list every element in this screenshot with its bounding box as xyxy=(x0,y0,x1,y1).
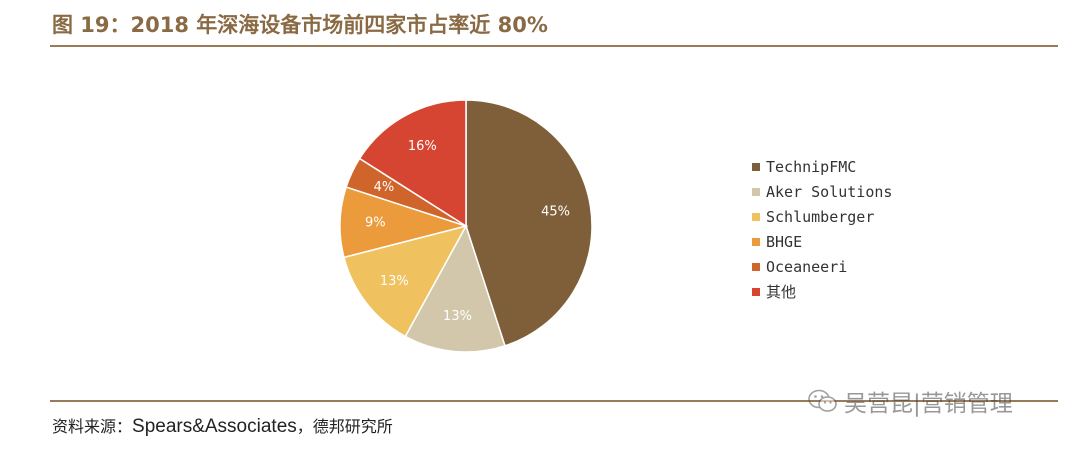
top-divider xyxy=(50,45,1058,47)
source-prefix: 资料来源： xyxy=(52,417,133,436)
source-suffix: ，德邦研究所 xyxy=(296,417,393,436)
watermark-text: 吴营昆|营销管理 xyxy=(844,391,1013,417)
pie-slice-0 xyxy=(465,99,593,347)
slice-label-1: 13% xyxy=(443,309,472,324)
legend-item-0: TechnipFMC xyxy=(752,154,892,179)
legend-label-5: 其他 xyxy=(766,283,797,301)
slice-label-5: 16% xyxy=(408,139,437,154)
legend-item-3: BHGE xyxy=(752,229,892,254)
legend-item-2: Schlumberger xyxy=(752,204,892,229)
pie-slice-1 xyxy=(404,224,506,353)
bottom-divider xyxy=(50,400,1058,402)
slice-label-4: 4% xyxy=(374,180,395,195)
legend-swatch-1 xyxy=(752,187,760,196)
legend-swatch-2 xyxy=(752,212,760,221)
pie-slice-2 xyxy=(343,224,468,338)
source-note: 资料来源：Spears&Associates，德邦研究所 xyxy=(52,413,393,438)
legend-label-4: Oceaneeri xyxy=(766,257,848,276)
legend-label-2: Schlumberger xyxy=(766,207,875,226)
legend-label-3: BHGE xyxy=(766,232,803,251)
legend-item-4: Oceaneeri xyxy=(752,254,892,279)
legend-swatch-4 xyxy=(752,262,760,271)
legend-swatch-0 xyxy=(752,162,760,171)
legend-item-1: Aker Solutions xyxy=(752,179,892,204)
legend: TechnipFMC Aker Solutions Schlumberger BHGE… xyxy=(752,154,892,304)
legend-swatch-5 xyxy=(752,287,760,296)
pie-slice-5 xyxy=(358,99,467,228)
slice-label-0: 45% xyxy=(541,204,570,219)
watermark: 吴营昆|营销管理 xyxy=(808,384,1013,418)
slice-label-2: 13% xyxy=(380,274,409,289)
source-main: Spears&Associates xyxy=(132,416,297,437)
chart-title: 图 19：2018 年深海设备市场前四家市占率近 80% xyxy=(52,13,548,37)
legend-label-1: Aker Solutions xyxy=(766,182,893,201)
wechat-icon xyxy=(808,389,837,412)
legend-label-0: TechnipFMC xyxy=(766,157,857,176)
legend-item-5: 其他 xyxy=(752,279,892,304)
legend-swatch-3 xyxy=(752,237,760,246)
slice-label-3: 9% xyxy=(365,216,386,231)
